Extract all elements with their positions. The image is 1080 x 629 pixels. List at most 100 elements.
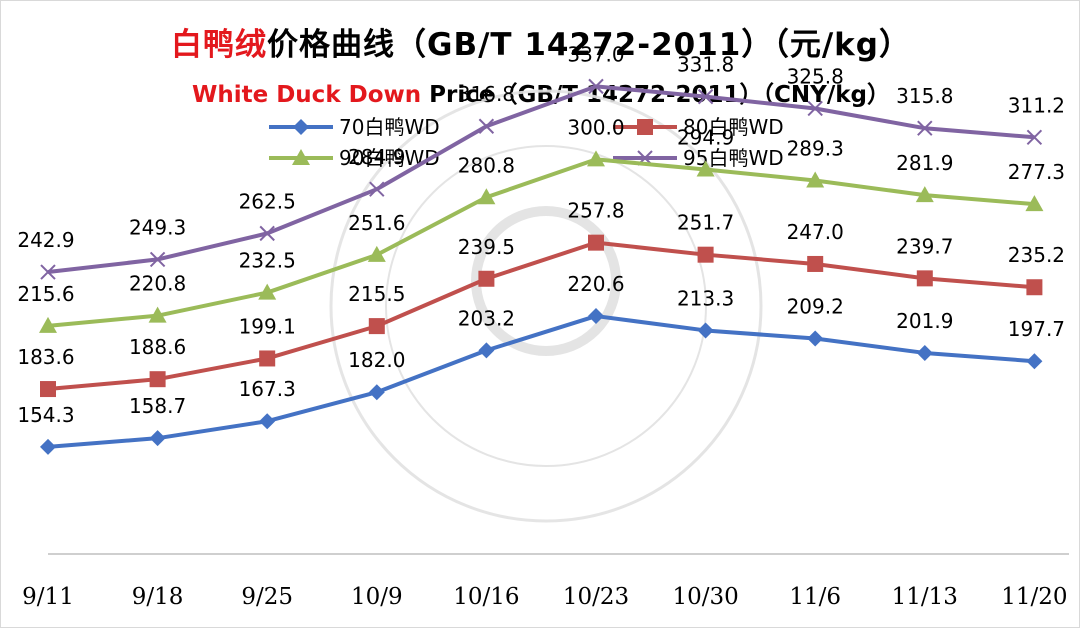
- data-point: [148, 306, 167, 323]
- legend-item: 90白鸭WD: [269, 146, 440, 170]
- data-label: 213.3: [677, 286, 734, 310]
- data-point: [40, 438, 56, 455]
- data-point: [588, 78, 604, 95]
- data-point: [149, 430, 166, 447]
- data-label: 239.5: [458, 235, 515, 259]
- data-point: [478, 118, 495, 134]
- data-label: 209.2: [787, 295, 844, 319]
- x-axis-ticks: 9/11 9/18 9/25 10/9 10/16 10/23 10/30 11/6 11/13…: [22, 584, 1067, 610]
- data-label: 331.8: [677, 53, 734, 77]
- data-label: 249.3: [129, 215, 186, 239]
- legend-marker: [292, 149, 310, 165]
- x-tick-label: 11/20: [1001, 584, 1067, 610]
- data-point: [588, 234, 604, 251]
- data-label: 311.2: [1008, 93, 1065, 117]
- data-point: [1026, 279, 1043, 296]
- data-point: [149, 251, 166, 268]
- data-point: [149, 371, 166, 388]
- data-point: [697, 322, 714, 339]
- data-label: 284.9: [348, 145, 405, 169]
- legend-label: 80白鸭WD: [683, 115, 784, 139]
- legend-marker: [637, 119, 653, 135]
- data-label: 337.0: [567, 42, 624, 66]
- data-point: [259, 350, 276, 367]
- data-label: 316.8: [458, 82, 515, 106]
- series-3: 215.6 220.8 232.5 251.6 280.8 300.0 294.9 289.3…: [17, 115, 1065, 333]
- data-point: [368, 318, 385, 335]
- x-tick-label: 11/13: [892, 584, 958, 610]
- data-label: 201.9: [896, 309, 953, 333]
- data-label: 280.8: [458, 153, 515, 177]
- data-point: [915, 186, 934, 203]
- watermark-seal: [329, 89, 763, 523]
- data-point: [258, 283, 277, 300]
- data-point: [40, 264, 56, 280]
- data-point: [916, 270, 933, 287]
- data-label: 289.3: [787, 136, 844, 160]
- x-tick-label: 9/11: [22, 584, 74, 610]
- data-label: 183.6: [17, 345, 74, 369]
- legend-item: 70白鸭WD: [269, 115, 440, 139]
- data-point: [39, 316, 57, 333]
- data-point: [588, 308, 604, 325]
- data-label: 257.8: [567, 199, 624, 223]
- data-point: [697, 88, 714, 105]
- data-label: 239.7: [896, 234, 953, 258]
- data-label: 188.6: [129, 335, 186, 359]
- data-label: 199.1: [239, 314, 296, 338]
- data-label: 158.7: [129, 394, 186, 418]
- data-label: 203.2: [458, 306, 515, 330]
- data-point: [697, 246, 714, 263]
- legend: 70白鸭WD 80白鸭WD 90白鸭WD 95白鸭WD: [269, 115, 784, 170]
- data-label: 215.6: [17, 282, 74, 306]
- data-point: [807, 100, 823, 117]
- data-point: [696, 160, 715, 177]
- data-label: 300.0: [567, 115, 624, 139]
- data-label: 247.0: [787, 220, 844, 244]
- data-point: [1026, 129, 1043, 145]
- data-point: [1025, 195, 1044, 212]
- x-tick-label: 10/30: [672, 584, 738, 610]
- data-label: 154.3: [17, 403, 74, 427]
- data-point: [477, 188, 496, 205]
- data-point: [478, 342, 495, 359]
- legend-marker: [293, 119, 309, 135]
- series-1: 154.3 158.7 167.3 182.0 203.2 220.6 213.3 209.2…: [17, 272, 1065, 455]
- legend-label: 70白鸭WD: [339, 115, 440, 139]
- x-tick-label: 9/18: [132, 584, 184, 610]
- data-label: 220.6: [567, 272, 624, 296]
- chart-title-en: White Duck Down Price（GB/T 14272-2011）（C…: [1, 75, 1080, 109]
- data-label: 197.7: [1008, 317, 1065, 341]
- data-point: [806, 171, 825, 188]
- data-label: 251.6: [348, 211, 405, 235]
- legend-label: 90白鸭WD: [339, 146, 440, 170]
- data-label: 235.2: [1008, 243, 1065, 267]
- legend-item: 80白鸭WD: [613, 115, 784, 139]
- series-line: [47, 84, 1035, 275]
- data-label: 294.9: [677, 125, 734, 149]
- data-point: [807, 330, 824, 347]
- data-point: [367, 245, 386, 262]
- series-layer: 154.3 158.7 167.3 182.0 203.2 220.6 213.3 209.2…: [17, 42, 1065, 455]
- x-tick-label: 10/16: [453, 584, 519, 610]
- data-label: 325.8: [787, 64, 844, 88]
- data-label: 315.8: [896, 84, 953, 108]
- data-point: [1026, 353, 1043, 370]
- data-label: 232.5: [239, 249, 296, 273]
- data-point: [40, 381, 56, 398]
- data-point: [259, 413, 276, 430]
- data-point: [259, 225, 275, 242]
- legend-label: 95白鸭WD: [683, 146, 784, 170]
- title-cn-rest: 价格曲线（GB/T 14272-2011）（元/kg）: [267, 27, 911, 63]
- data-point: [807, 255, 824, 272]
- data-label: 167.3: [239, 377, 296, 401]
- x-tick-label: 10/9: [351, 584, 403, 610]
- data-label: 251.7: [677, 211, 734, 235]
- data-label: 242.9: [17, 228, 74, 252]
- data-label: 277.3: [1008, 160, 1065, 184]
- data-point: [587, 150, 605, 167]
- series-line: [47, 314, 1035, 449]
- data-label: 182.0: [348, 348, 405, 372]
